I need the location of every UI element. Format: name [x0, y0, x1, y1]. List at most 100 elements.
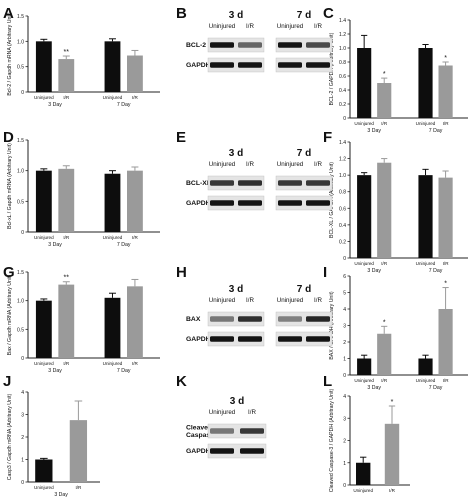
bar-category-label: I/R [63, 95, 70, 100]
bar-category-label: Uninjured [416, 378, 436, 383]
significance-marker: ** [64, 49, 70, 56]
y-tick-label: 1 [343, 461, 346, 467]
bar [384, 423, 400, 485]
y-tick-label: 1.5 [17, 270, 24, 276]
y-tick-label: 0 [343, 116, 346, 122]
panel-letter-g: G [3, 264, 15, 281]
y-tick-label: 1.0 [17, 39, 24, 45]
blot-row-label: GAPDH [186, 62, 211, 69]
bar [418, 48, 433, 118]
y-axis-title: Casp3 / Gapdh mRNA (Arbitrary Unit) [7, 393, 13, 480]
blot-band [306, 336, 330, 342]
group-label: 7 Day [429, 385, 443, 391]
lane-label: Uninjured [277, 23, 304, 30]
y-tick-label: 0 [343, 256, 346, 262]
blot-strip [207, 311, 265, 327]
y-tick-label: 1.2 [339, 32, 346, 38]
group-label: 3 Day [367, 268, 381, 274]
bar-category-label: Uninjured [34, 235, 54, 240]
bar [377, 333, 392, 375]
blot-strip [275, 331, 333, 347]
bar-category-label: I/R [132, 361, 139, 366]
y-tick-label: 0.8 [339, 190, 346, 196]
time-label: 3 d [229, 284, 243, 295]
y-tick-label: 1.0 [339, 173, 346, 179]
y-tick-label: 3 [343, 416, 346, 422]
blot-band [240, 428, 264, 434]
panel-letter-b: B [176, 5, 187, 22]
bar-category-label: Uninjured [34, 361, 54, 366]
lane-label: Uninjured [277, 161, 304, 168]
panel-letter-j: J [3, 373, 11, 390]
group-label: 7 Day [117, 368, 131, 374]
y-tick-label: 0 [21, 90, 24, 96]
lane-label: I/R [314, 297, 322, 304]
blot-band [278, 336, 302, 342]
blot-band [306, 42, 330, 48]
bar [104, 297, 121, 358]
y-axis-title: Bcl-2 / Gapdh mRNA (Arbitrary Unit) [7, 12, 13, 96]
y-tick-label: 4 [343, 394, 346, 400]
chart-j: 0 1 2 3 4 Casp3 / Gapdh mRNA (Arbitrary Unit)… [7, 390, 100, 498]
bar-category-label: I/R [132, 95, 139, 100]
lane-label: Uninjured [209, 297, 236, 304]
chart-g: 0 0.5 1.0 1.5 Bax / Gapdh mRNA (Arbitrary Un… [7, 270, 160, 374]
lane-label: Uninjured [209, 23, 236, 30]
bar-category-label: Uninjured [416, 261, 436, 266]
y-tick-label: 1 [343, 357, 346, 363]
lane-label: I/R [246, 161, 254, 168]
significance-marker: ** [64, 275, 70, 282]
time-label: 7 d [297, 10, 311, 21]
bar-category-label: I/R [75, 485, 82, 490]
bar-category-label: Uninjured [103, 235, 123, 240]
y-tick-label: 1 [21, 458, 24, 464]
panel-letter-k: K [176, 373, 187, 390]
bar-category-label: I/R [381, 378, 388, 383]
group-label: 3 Day [367, 128, 381, 134]
y-tick-label: 0.2 [339, 239, 346, 245]
blot-band [240, 448, 264, 454]
lane-label: I/R [248, 409, 256, 416]
y-tick-label: 0.6 [339, 74, 346, 80]
group-label: 7 Day [429, 128, 443, 134]
bar-category-label: I/R [381, 121, 388, 126]
lane-label: Uninjured [209, 409, 236, 416]
bar-category-label: I/R [132, 235, 139, 240]
bar [35, 170, 52, 232]
bar [58, 284, 75, 358]
blot-strip [275, 37, 333, 53]
group-label: 3 Day [48, 102, 62, 108]
significance-marker: * [383, 319, 386, 326]
lane-label: I/R [246, 297, 254, 304]
group-label: 7 Day [429, 268, 443, 274]
panel-letter-c: C [323, 5, 334, 22]
panel-letter-a: A [3, 5, 14, 22]
y-tick-label: 1.0 [17, 299, 24, 305]
chart-a: 0 0.5 1.0 1.5 Bcl-2 / Gapdh mRNA (Arbitrary … [7, 12, 160, 108]
blot-band [238, 42, 262, 48]
bar-category-label: Uninjured [353, 488, 373, 493]
blot-band [238, 200, 262, 206]
blot-e: 3 d 7 d Uninjured I/R Uninjured I/R BCL-XL GAPD… [186, 148, 333, 211]
time-label: 7 d [297, 148, 311, 159]
blot-band [306, 316, 330, 322]
group-label: 7 Day [117, 102, 131, 108]
group-label: 7 Day [117, 242, 131, 248]
significance-marker: * [444, 281, 447, 288]
time-label: 3 d [229, 148, 243, 159]
blot-row-label: GAPDH [186, 336, 211, 343]
bar-category-label: Uninjured [103, 95, 123, 100]
lane-label: Uninjured [277, 297, 304, 304]
y-tick-label: 1.2 [339, 157, 346, 163]
blot-band [238, 316, 262, 322]
blot-band [238, 336, 262, 342]
bar-category-label: I/R [389, 488, 396, 493]
blot-band [210, 200, 234, 206]
blot-row-label: GAPDH [186, 448, 211, 455]
y-tick-label: 0.2 [339, 102, 346, 108]
group-label: 3 Day [367, 385, 381, 391]
blot-strip [207, 175, 265, 191]
bar [58, 59, 75, 92]
bar [35, 41, 52, 92]
bar [357, 358, 372, 375]
